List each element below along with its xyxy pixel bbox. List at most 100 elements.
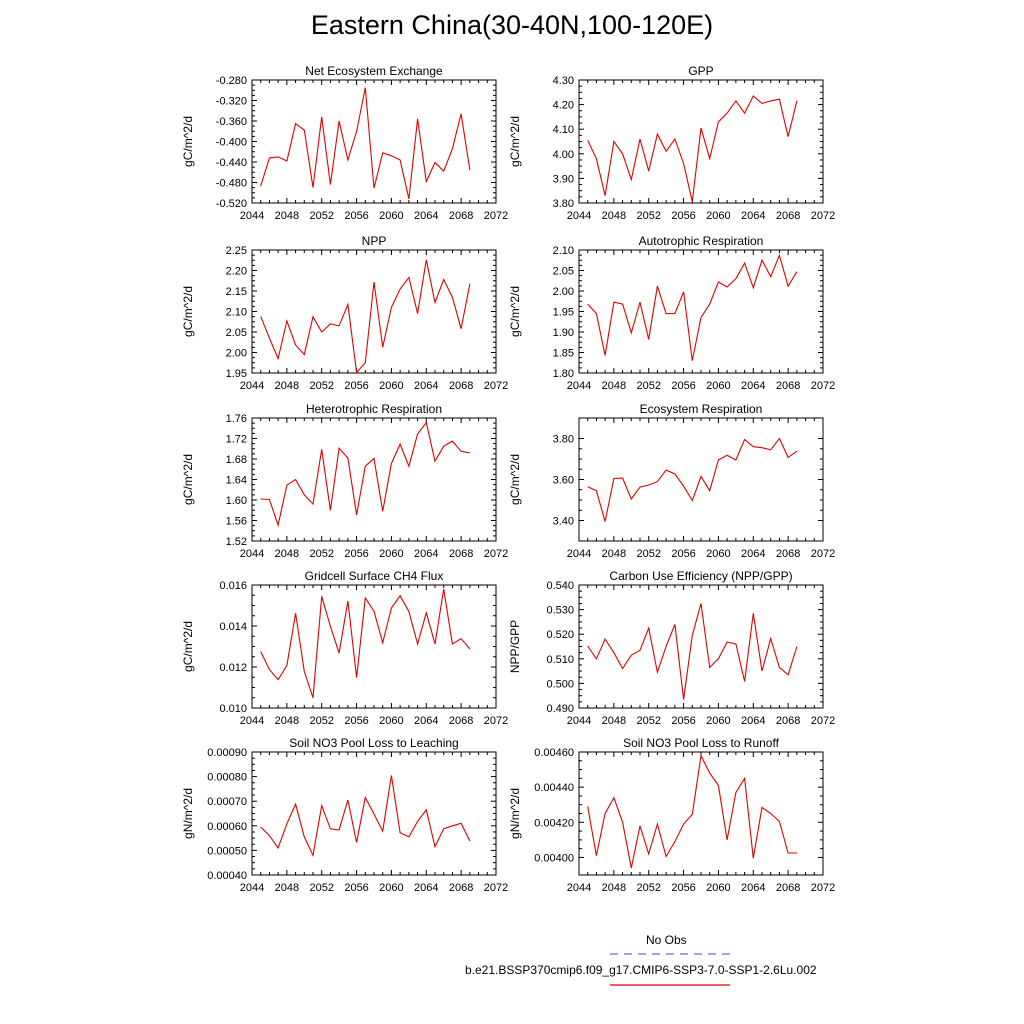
y-tick-label: 4.10 (553, 124, 574, 136)
y-tick-label: 4.00 (553, 149, 574, 161)
x-tick-label: 2072 (484, 882, 508, 894)
x-tick-label: 2048 (275, 210, 299, 222)
panel-title: Heterotrophic Respiration (306, 402, 442, 416)
y-tick-label: 0.00040 (207, 870, 247, 882)
series-line-1 (260, 589, 471, 698)
y-tick-label: 1.80 (553, 368, 574, 380)
x-tick-label: 2052 (636, 715, 660, 727)
y-axis-label: gN/m^2/d (508, 788, 522, 839)
x-tick-label: 2072 (484, 380, 508, 392)
x-tick-label: 2064 (741, 380, 765, 392)
x-tick-label: 2048 (602, 715, 626, 727)
series-line-1 (260, 421, 470, 528)
y-tick-label: 0.014 (219, 621, 247, 633)
y-tick-label: 2.25 (226, 245, 247, 257)
x-tick-label: 2068 (449, 882, 473, 894)
x-tick-label: 2052 (309, 715, 333, 727)
plot-frame (578, 79, 824, 204)
x-tick-label: 2056 (344, 715, 368, 727)
chart-panel-9: Soil NO3 Pool Loss to Leaching 2044 2048 20… (181, 736, 508, 894)
x-tick-label: 2068 (776, 210, 800, 222)
x-tick-label: 2056 (671, 380, 695, 392)
x-tick-label: 2060 (379, 380, 403, 392)
panel-title: NPP (362, 234, 387, 248)
series-line-1 (587, 753, 797, 869)
y-tick-label: -0.520 (216, 198, 247, 210)
x-tick-label: 2056 (344, 548, 368, 560)
x-tick-label: 2060 (379, 548, 403, 560)
x-tick-label: 2064 (414, 548, 438, 560)
x-tick-label: 2048 (275, 548, 299, 560)
y-tick-label: 2.15 (226, 286, 247, 298)
series-line-1 (260, 259, 471, 374)
y-tick-label: 0.00400 (534, 852, 574, 864)
y-axis-label: gC/m^2/d (181, 454, 195, 505)
x-tick-label: 2072 (811, 882, 835, 894)
panel-title: Autotrophic Respiration (639, 234, 764, 248)
x-tick-label: 2060 (379, 715, 403, 727)
y-tick-label: 3.80 (553, 198, 574, 210)
x-tick-label: 2044 (567, 715, 591, 727)
x-tick-label: 2048 (275, 715, 299, 727)
x-tick-label: 2048 (602, 380, 626, 392)
y-tick-label: 0.00060 (207, 821, 247, 833)
plot-frame (578, 417, 824, 542)
x-tick-label: 2068 (449, 715, 473, 727)
x-tick-label: 2056 (344, 210, 368, 222)
x-tick-label: 2052 (636, 548, 660, 560)
x-tick-label: 2056 (671, 715, 695, 727)
x-tick-label: 2048 (602, 210, 626, 222)
y-axis-label: gC/m^2/d (181, 621, 195, 672)
chart-panel-6: Ecosystem Respiration 2044 2048 2052 2056 206… (508, 402, 835, 560)
x-tick-label: 2064 (414, 380, 438, 392)
y-tick-label: 0.490 (546, 703, 574, 715)
y-tick-label: 1.56 (226, 516, 247, 528)
y-tick-label: 0.016 (219, 580, 247, 592)
panel-title: GPP (688, 64, 713, 78)
x-tick-label: 2056 (671, 882, 695, 894)
series-line-1 (260, 87, 471, 200)
y-tick-label: 0.520 (546, 629, 574, 641)
x-tick-label: 2056 (671, 548, 695, 560)
chart-panel-5: Heterotrophic Respiration 2044 2048 2052 205… (181, 402, 508, 560)
x-tick-label: 2044 (240, 882, 264, 894)
y-tick-label: 1.72 (226, 434, 247, 446)
x-tick-label: 2048 (275, 380, 299, 392)
y-axis-label: gC/m^2/d (508, 116, 522, 167)
y-tick-label: -0.440 (216, 157, 247, 169)
series-line-1 (587, 95, 798, 202)
y-tick-label: 0.540 (546, 580, 574, 592)
y-tick-label: 1.95 (553, 307, 574, 319)
y-tick-label: 1.60 (226, 495, 247, 507)
y-tick-label: 3.80 (553, 434, 574, 446)
series-line-1 (260, 775, 471, 858)
panel-title: Soil NO3 Pool Loss to Leaching (289, 736, 458, 750)
x-tick-label: 2060 (706, 210, 730, 222)
legend-label-model: b.e21.BSSP370cmip6.f09_g17.CMIP6-SSP3-7.… (465, 963, 817, 977)
chart-panel-4: Autotrophic Respiration 2044 2048 2052 2056 2… (508, 234, 835, 392)
x-tick-label: 2072 (484, 548, 508, 560)
x-tick-label: 2060 (379, 210, 403, 222)
y-tick-label: 0.00440 (534, 782, 574, 794)
x-tick-label: 2072 (811, 548, 835, 560)
y-axis-label: gC/m^2/d (508, 286, 522, 337)
x-tick-label: 2060 (706, 882, 730, 894)
y-tick-label: 0.00090 (207, 747, 247, 759)
y-tick-label: -0.280 (216, 75, 247, 87)
y-tick-label: 2.00 (226, 348, 247, 360)
chart-panel-10: Soil NO3 Pool Loss to Runoff 2044 2048 2052… (508, 736, 835, 894)
y-tick-label: 1.68 (226, 454, 247, 466)
y-tick-label: 3.40 (553, 516, 574, 528)
x-tick-label: 2072 (811, 715, 835, 727)
x-tick-label: 2064 (741, 210, 765, 222)
x-tick-label: 2064 (414, 715, 438, 727)
x-tick-label: 2044 (240, 380, 264, 392)
x-tick-label: 2064 (741, 715, 765, 727)
x-tick-label: 2044 (240, 210, 264, 222)
x-tick-label: 2064 (414, 210, 438, 222)
y-axis-label: gC/m^2/d (508, 454, 522, 505)
x-tick-label: 2048 (602, 548, 626, 560)
chart-panel-2: GPP 2044 2048 2052 2056 2060 2064 2068 2072 3.80 3… (508, 64, 835, 222)
x-tick-label: 2072 (484, 210, 508, 222)
